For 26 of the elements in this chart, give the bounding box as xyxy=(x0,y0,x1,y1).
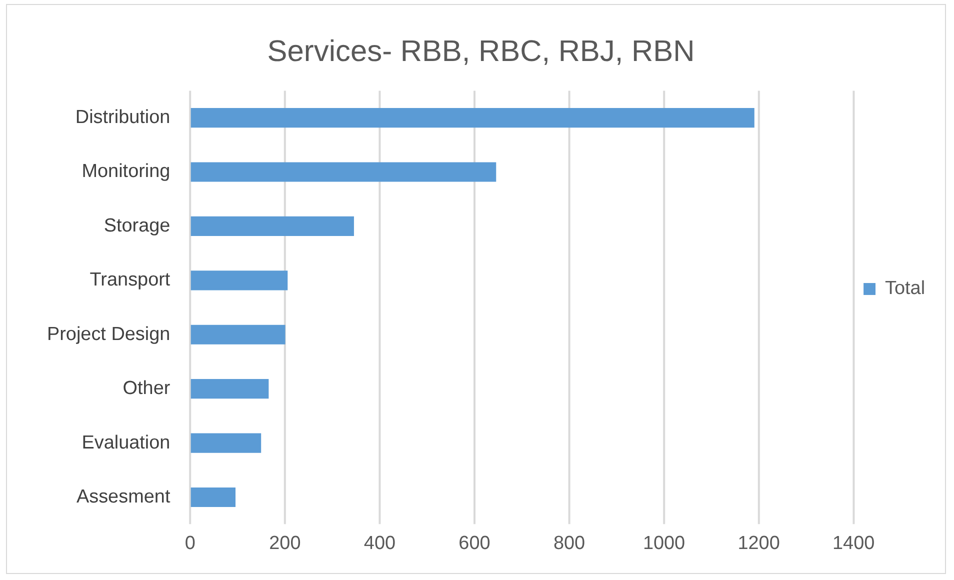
y-tick-label: Project Design xyxy=(46,324,170,345)
y-tick-label: Distribution xyxy=(75,107,170,128)
y-tick-label: Monitoring xyxy=(82,161,170,182)
bar xyxy=(190,324,286,344)
bar xyxy=(190,108,754,128)
y-tick-label: Evaluation xyxy=(82,432,170,454)
x-tick-label: 1200 xyxy=(738,532,780,554)
legend-label: Total xyxy=(884,278,926,300)
bar xyxy=(190,216,354,236)
x-tick-label: 600 xyxy=(458,532,490,554)
x-tick-label: 0 xyxy=(184,532,196,554)
bar xyxy=(190,162,496,182)
x-tick-label: 1400 xyxy=(832,532,875,554)
x-tick-label: 800 xyxy=(553,532,586,554)
y-tick-label: Other xyxy=(122,378,170,400)
chart-title: Services- RBB, RBC, RBJ, RBN xyxy=(267,35,695,68)
y-tick-label: Transport xyxy=(90,270,171,291)
y-tick-label: Storage xyxy=(104,215,170,236)
bar xyxy=(190,487,236,508)
x-tick-label: 200 xyxy=(269,532,301,554)
x-tick-label: 1000 xyxy=(642,532,686,554)
y-tick-label: Assesment xyxy=(76,486,171,508)
bar xyxy=(190,379,269,399)
bar xyxy=(190,270,288,290)
bar xyxy=(190,433,262,453)
x-tick-label: 400 xyxy=(364,532,396,554)
